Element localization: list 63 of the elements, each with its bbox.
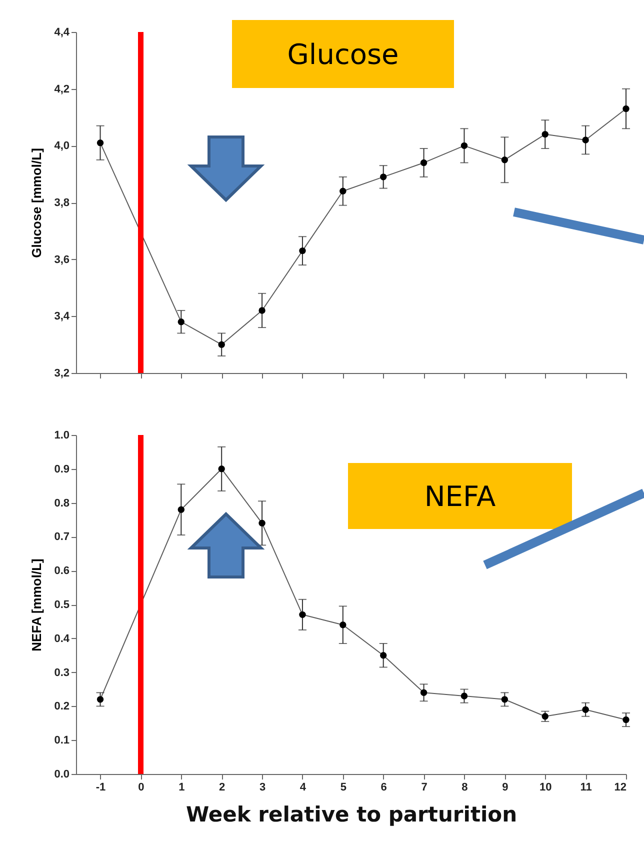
point: [420, 159, 428, 166]
y-tick-label: 0.2: [54, 700, 70, 713]
point: [258, 520, 266, 526]
x-tick-label: 12: [614, 782, 626, 794]
y-tick-label: 0.1: [54, 734, 70, 747]
x-tick-label: 0: [138, 782, 144, 794]
point: [542, 713, 548, 720]
point: [501, 696, 508, 703]
point: [96, 696, 104, 703]
y-axis-title: NEFA [mmol/L]: [29, 558, 44, 652]
point: [258, 307, 266, 314]
y-tick-label: 0.9: [54, 463, 70, 476]
y-tick-label: 4,0: [54, 140, 70, 152]
point: [542, 130, 548, 138]
x-tick-label: 9: [502, 782, 508, 794]
point: [340, 621, 346, 628]
x-tick-label: 1: [178, 782, 185, 794]
y-tick-label: 3,2: [54, 368, 70, 380]
x-tick-label: 5: [340, 782, 346, 794]
y-tick-label: 3,4: [54, 310, 70, 323]
annotation: Glucose: [287, 38, 399, 70]
x-tick-label: 10: [539, 782, 552, 794]
y-tick-label: 0.0: [54, 768, 70, 780]
point: [420, 689, 428, 696]
x-tick-label: 4: [300, 782, 307, 794]
point: [218, 466, 225, 472]
x-tick-label: 7: [421, 782, 428, 794]
point: [622, 105, 630, 112]
x-axis-title: Week relative to parturition: [186, 802, 518, 826]
point: [299, 247, 306, 254]
y-tick-label: 0.7: [54, 531, 70, 544]
point: [178, 506, 184, 513]
y-tick-label: 3,8: [54, 197, 70, 209]
y-tick-label: 3,6: [54, 254, 70, 266]
point: [460, 692, 468, 700]
point: [178, 318, 184, 326]
y-tick-label: 0.5: [54, 599, 70, 611]
point: [582, 136, 589, 144]
point: [460, 142, 468, 150]
point: [380, 174, 387, 180]
point: [380, 652, 387, 659]
y-tick-label: 0.3: [54, 666, 70, 679]
y-tick-label: 0.4: [54, 632, 70, 645]
y-axis-title: Glucose [mmol/L]: [29, 148, 44, 258]
x-tick-label: 2: [219, 782, 226, 794]
annotation: NEFA: [424, 480, 496, 512]
y-tick-label: 0.6: [54, 565, 70, 578]
point: [299, 611, 306, 618]
x-tick-label: 6: [380, 782, 387, 794]
y-tick-label: 1.0: [54, 430, 70, 442]
point: [582, 706, 589, 713]
y-tick-label: 4,2: [54, 83, 70, 96]
y-tick-label: 0.8: [54, 497, 70, 510]
x-tick-label: 11: [580, 782, 592, 794]
x-tick-label: 8: [462, 782, 468, 794]
point: [501, 156, 508, 164]
point: [622, 716, 630, 724]
point: [340, 188, 346, 194]
x-tick-label: -1: [96, 782, 106, 794]
point: [96, 139, 104, 146]
y-tick-label: 4,4: [54, 26, 70, 38]
point: [218, 341, 225, 348]
x-tick-label: 3: [259, 782, 266, 794]
